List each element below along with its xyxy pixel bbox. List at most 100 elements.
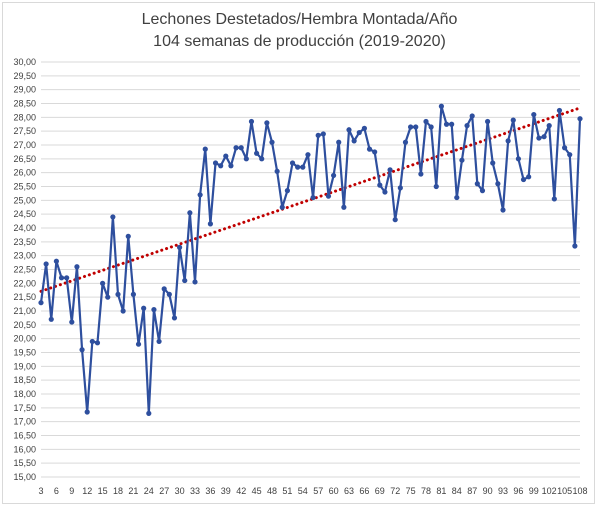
y-tick-label: 22,00 — [13, 278, 36, 288]
x-tick-label: 81 — [436, 486, 446, 496]
data-point — [274, 168, 280, 174]
data-point — [469, 113, 475, 119]
y-tick-label: 28,00 — [13, 112, 36, 122]
x-tick-label: 48 — [267, 486, 277, 496]
chart-frame — [2, 2, 595, 504]
data-point — [264, 120, 270, 126]
data-point — [161, 286, 167, 292]
x-tick-label: 63 — [344, 486, 354, 496]
data-point — [84, 409, 90, 415]
data-point — [192, 279, 198, 285]
x-tick-label: 15 — [98, 486, 108, 496]
data-point — [366, 146, 373, 152]
data-point — [182, 277, 188, 284]
y-tick-label: 19,50 — [13, 348, 36, 358]
data-point — [120, 308, 126, 314]
data-point — [135, 341, 142, 347]
data-point — [48, 316, 54, 322]
x-tick-label: 75 — [406, 486, 416, 496]
data-point — [146, 410, 152, 416]
data-point — [89, 338, 95, 345]
data-point — [428, 124, 434, 130]
data-point — [125, 233, 131, 239]
data-point — [130, 291, 136, 297]
x-tick-label: 18 — [113, 486, 123, 496]
data-point — [171, 315, 178, 321]
data-point — [151, 307, 157, 313]
data-point — [187, 210, 193, 216]
data-point — [202, 146, 208, 152]
x-tick-label: 72 — [390, 486, 400, 496]
trendline — [39, 106, 582, 293]
data-point — [418, 171, 424, 177]
x-tick-label: 3 — [38, 486, 43, 496]
data-point — [423, 118, 429, 125]
data-point — [438, 103, 444, 109]
x-tick-label: 54 — [298, 486, 308, 496]
x-tick-label: 105 — [557, 486, 572, 496]
y-tick-label: 25,50 — [13, 182, 36, 192]
data-point — [449, 121, 455, 127]
x-tick-label: 84 — [452, 486, 462, 496]
y-tick-label: 16,50 — [13, 431, 36, 441]
data-point — [464, 123, 470, 129]
x-tick-label: 66 — [359, 486, 369, 496]
x-tick-label: 78 — [421, 486, 431, 496]
data-point — [238, 145, 244, 151]
data-point — [515, 156, 522, 162]
y-tick-label: 18,50 — [13, 375, 36, 385]
x-tick-label: 24 — [144, 486, 154, 496]
data-point — [325, 193, 332, 199]
x-axis-tick-labels: 3 6 9 12 15 18 21 24 27 30 33 36 39 42 45 48 51 54 57 60 63 6… — [38, 486, 587, 496]
data-point — [377, 182, 383, 188]
data-point — [567, 152, 573, 158]
y-tick-label: 29,50 — [13, 71, 36, 81]
data-point — [259, 156, 265, 162]
x-tick-label: 102 — [542, 486, 557, 496]
y-tick-label: 24,50 — [13, 209, 36, 219]
data-point — [387, 167, 393, 173]
x-tick-label: 9 — [69, 486, 74, 496]
y-tick-label: 18,00 — [13, 389, 36, 399]
y-tick-label: 23,00 — [13, 251, 36, 261]
data-point — [372, 149, 378, 155]
data-point — [500, 207, 506, 213]
x-tick-label: 108 — [572, 486, 587, 496]
data-point — [556, 107, 563, 114]
y-tick-label: 21,50 — [13, 292, 36, 302]
data-point — [43, 261, 49, 267]
data-point — [177, 244, 183, 250]
data-point — [69, 319, 75, 325]
data-point — [577, 116, 583, 122]
y-tick-label: 26,50 — [13, 154, 36, 164]
data-point — [433, 183, 439, 190]
y-axis-tick-labels: 15,00 15,50 16,00 16,50 17,00 17,50 18,00 18,50… — [13, 57, 36, 482]
data-point — [397, 185, 403, 191]
x-tick-label: 42 — [236, 486, 246, 496]
data-point — [115, 291, 121, 297]
data-point — [156, 338, 162, 345]
data-point — [248, 118, 255, 125]
data-point — [474, 181, 480, 187]
x-tick-label: 57 — [313, 486, 323, 496]
data-point — [305, 152, 311, 158]
data-point — [233, 145, 239, 151]
x-tick-label: 60 — [329, 486, 339, 496]
data-point — [361, 125, 367, 131]
y-tick-label: 28,50 — [13, 99, 36, 109]
data-point — [562, 145, 568, 151]
data-point — [320, 131, 326, 137]
y-tick-label: 16,00 — [13, 444, 36, 454]
data-point — [520, 176, 527, 183]
data-point — [141, 305, 147, 311]
data-point — [218, 163, 224, 169]
data-point — [346, 127, 352, 133]
data-point — [64, 275, 70, 281]
data-point — [408, 124, 414, 130]
data-point — [94, 340, 101, 346]
series-group — [38, 103, 583, 416]
y-tick-label: 22,50 — [13, 265, 36, 275]
x-tick-label: 87 — [467, 486, 477, 496]
y-tick-label: 17,50 — [13, 403, 36, 413]
data-point — [495, 181, 501, 187]
